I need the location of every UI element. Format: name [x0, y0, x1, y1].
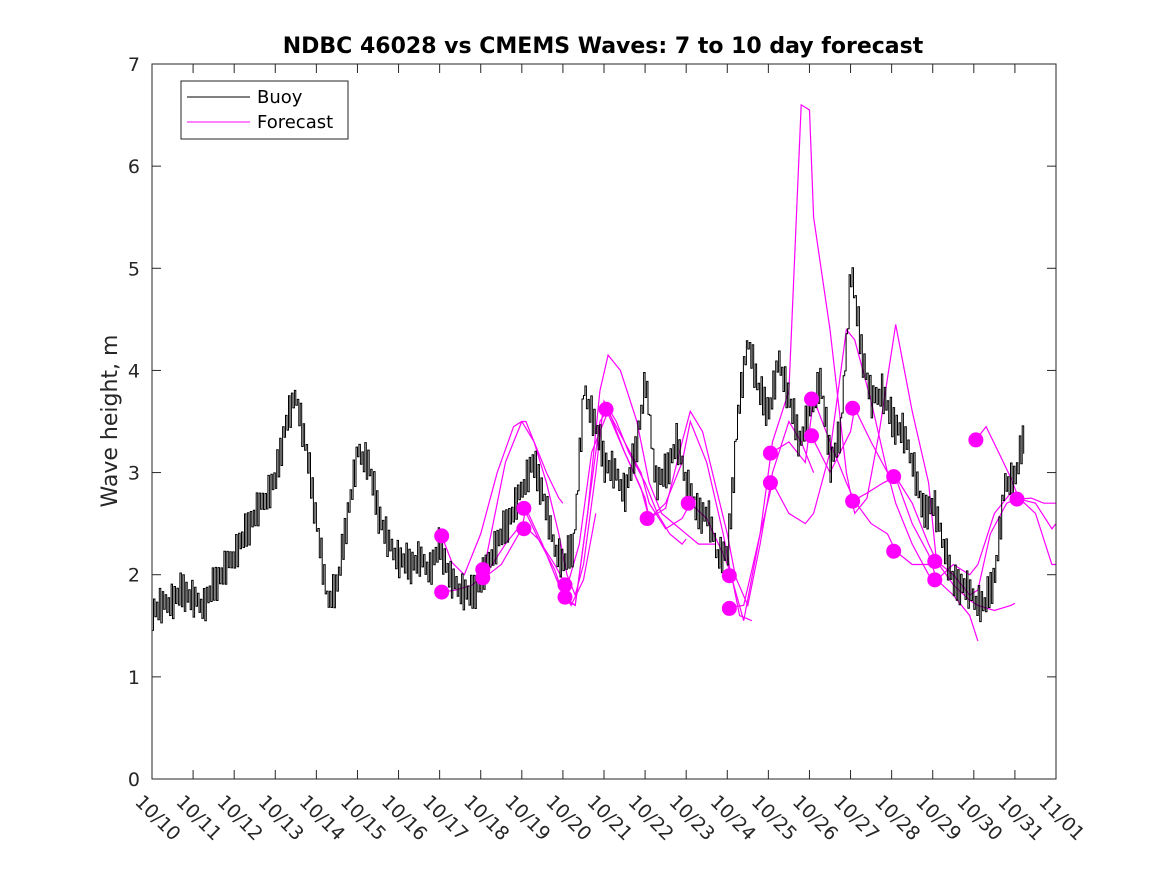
buoy-line — [152, 267, 1025, 631]
forecast-marker — [475, 570, 491, 586]
legend-forecast-label: Forecast — [257, 112, 333, 133]
forecast-line — [975, 425, 1056, 504]
legend-box — [180, 80, 349, 140]
forecast-line — [482, 506, 597, 607]
x-tick-label: 11/01 — [1034, 791, 1088, 845]
forecast-line — [482, 399, 687, 597]
forecast-marker — [721, 568, 737, 584]
y-tick-label: 3 — [128, 463, 140, 485]
x-tick-label: 10/31 — [993, 791, 1047, 845]
x-tick-label: 10/15 — [336, 791, 390, 845]
forecast-marker — [762, 475, 778, 491]
forecast-marker — [516, 521, 532, 537]
forecast-marker — [516, 500, 532, 516]
forecast-marker — [927, 553, 943, 569]
legend: Buoy Forecast — [180, 80, 349, 140]
forecast-marker — [845, 400, 861, 416]
x-tick-label: 10/21 — [582, 791, 636, 845]
x-tick-label: 10/17 — [418, 791, 472, 845]
x-tick-label: 10/22 — [624, 791, 678, 845]
y-tick-label: 0 — [128, 769, 140, 791]
forecast-marker — [557, 589, 573, 605]
y-tick-label: 5 — [128, 258, 140, 280]
x-tick-label: 10/11 — [172, 791, 226, 845]
forecast-marker — [886, 543, 902, 559]
x-tick-label: 10/20 — [541, 791, 595, 845]
x-tick-label: 10/13 — [254, 791, 308, 845]
chart-title: NDBC 46028 vs CMEMS Waves: 7 to 10 day f… — [283, 34, 924, 59]
x-tick-label: 10/16 — [377, 791, 431, 845]
forecast-marker — [434, 528, 450, 544]
forecast-marker — [680, 495, 696, 511]
x-tick-label: 10/23 — [665, 791, 719, 845]
x-tick-label: 10/27 — [829, 791, 883, 845]
forecast-line — [441, 420, 564, 576]
y-tick-label: 4 — [128, 360, 140, 382]
series-layer — [152, 103, 1057, 642]
forecast-marker — [598, 401, 614, 417]
y-tick-label: 2 — [128, 565, 140, 587]
x-tick-label: 10/26 — [788, 791, 842, 845]
forecast-marker — [1009, 491, 1025, 507]
forecast-marker — [804, 391, 820, 407]
y-tick-label: 1 — [128, 667, 140, 689]
forecast-marker — [927, 572, 943, 588]
x-tick-label: 10/28 — [870, 791, 924, 845]
forecast-marker — [721, 600, 737, 616]
x-tick-label: 10/14 — [295, 791, 349, 845]
x-tick-label: 10/24 — [706, 791, 760, 845]
y-axis-label: Wave height, m — [98, 335, 123, 508]
forecast-marker — [845, 493, 861, 509]
x-tick-label: 10/25 — [747, 791, 801, 845]
forecast-marker — [762, 445, 778, 461]
x-tick-label: 10/18 — [459, 791, 513, 845]
forecast-line — [564, 407, 815, 608]
forecast-marker — [886, 469, 902, 485]
x-tick-label: 10/30 — [952, 791, 1006, 845]
y-tick-label: 7 — [128, 54, 140, 76]
x-tick-label: 10/19 — [500, 791, 554, 845]
y-tick-label: 6 — [128, 156, 140, 178]
forecast-marker — [434, 584, 450, 600]
legend-buoy-label: Buoy — [257, 87, 303, 108]
forecast-marker — [968, 432, 984, 448]
x-tick-label: 10/10 — [130, 791, 184, 845]
forecast-marker — [639, 511, 655, 527]
x-tick-label: 10/12 — [213, 791, 267, 845]
forecast-marker — [557, 577, 573, 593]
forecast-marker — [804, 428, 820, 444]
forecast-line — [605, 103, 938, 621]
x-tick-label: 10/29 — [911, 791, 965, 845]
